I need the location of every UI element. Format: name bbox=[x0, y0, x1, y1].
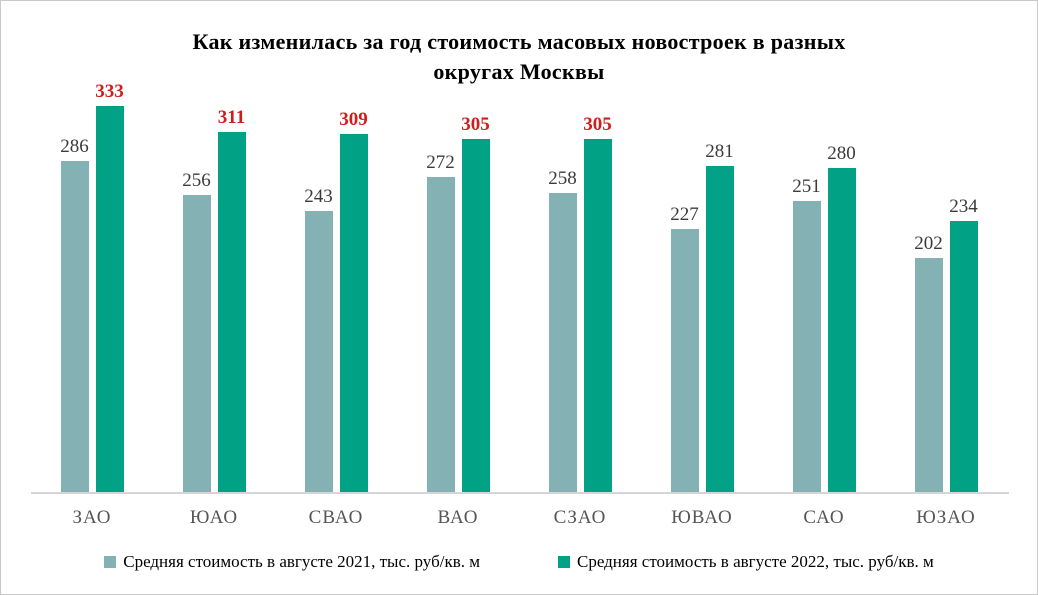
legend-label-2021: Средняя стоимость в августе 2021, тыс. р… bbox=[123, 552, 480, 571]
bar-group-ЮАО: 256 311 bbox=[153, 93, 275, 493]
legend-label-2022: Средняя стоимость в августе 2022, тыс. р… bbox=[577, 552, 934, 571]
bar-2021-САО: 251 bbox=[792, 177, 821, 493]
legend-item-2021: Средняя стоимость в августе 2021, тыс. р… bbox=[104, 552, 480, 572]
bar-group-ВАО: 272 305 bbox=[397, 93, 519, 493]
bar-2022-ЮЗАО: 234 bbox=[949, 197, 978, 493]
bar-value-label: 305 bbox=[583, 114, 612, 135]
bar-2021-ЗАО: 286 bbox=[60, 137, 89, 493]
bar-value-label: 309 bbox=[339, 109, 368, 130]
bar-2021-ЮВАО: 227 bbox=[670, 205, 699, 493]
x-axis-label-СВАО: СВАО bbox=[308, 507, 364, 528]
plot-area: 286 333 256 311 243 309 272 305 258 305 227 281 251 2… bbox=[31, 82, 1007, 493]
x-axis-line bbox=[31, 492, 1009, 494]
legend-item-2022: Средняя стоимость в августе 2022, тыс. р… bbox=[558, 552, 934, 572]
x-axis-label-ЮВАО: ЮВАО bbox=[671, 507, 733, 528]
bar-value-label: 227 bbox=[670, 204, 699, 225]
bar-2022-САО: 280 bbox=[827, 144, 856, 493]
x-axis-label-ВАО: ВАО bbox=[437, 507, 479, 528]
x-axis-labels: ЗАО ЮАО СВАО ВАО СЗАО ЮВАО САО ЮЗАО bbox=[31, 507, 1007, 529]
bar-group-ЮЗАО: 202 234 bbox=[885, 93, 1007, 493]
bar-2022-ЮВАО: 281 bbox=[705, 142, 734, 493]
x-axis-label-САО: САО bbox=[803, 507, 845, 528]
bar-2022-ЗАО: 333 bbox=[95, 82, 124, 493]
bar-2022-ВАО: 305 bbox=[461, 115, 490, 493]
bar-2021-ВАО: 272 bbox=[426, 153, 455, 493]
x-axis-label-ЮЗАО: ЮЗАО bbox=[916, 507, 976, 528]
bar-value-label: 251 bbox=[792, 176, 821, 197]
bar-value-label: 256 bbox=[182, 170, 211, 191]
bar-2022-ЮАО: 311 bbox=[217, 108, 246, 493]
bar-value-label: 305 bbox=[461, 114, 490, 135]
legend-swatch-2022 bbox=[558, 556, 570, 568]
bar-group-СВАО: 243 309 bbox=[275, 93, 397, 493]
bar-group-ЮВАО: 227 281 bbox=[641, 93, 763, 493]
bar-2021-ЮАО: 256 bbox=[182, 171, 211, 493]
bar-value-label: 243 bbox=[304, 186, 333, 207]
bar-value-label: 258 bbox=[548, 168, 577, 189]
bar-value-label: 202 bbox=[914, 233, 943, 254]
bar-2021-СЗАО: 258 bbox=[548, 169, 577, 493]
legend-swatch-2021 bbox=[104, 556, 117, 568]
bar-value-label: 311 bbox=[217, 107, 246, 128]
bar-2022-СЗАО: 305 bbox=[583, 115, 612, 493]
bar-group-ЗАО: 286 333 bbox=[31, 82, 153, 493]
x-axis-label-ЮАО: ЮАО bbox=[189, 507, 239, 528]
bar-group-СЗАО: 258 305 bbox=[519, 93, 641, 493]
x-axis-label-СЗАО: СЗАО bbox=[553, 507, 607, 528]
bar-2022-СВАО: 309 bbox=[339, 110, 368, 493]
chart-title-line2: округах Москвы bbox=[433, 59, 605, 84]
bar-value-label: 272 bbox=[426, 152, 455, 173]
chart-title: Как изменилась за год стоимость масовых … bbox=[1, 27, 1037, 87]
legend: Средняя стоимость в августе 2021, тыс. р… bbox=[1, 552, 1037, 572]
bar-value-label: 234 bbox=[949, 196, 978, 217]
bar-2021-ЮЗАО: 202 bbox=[914, 234, 943, 493]
bar-value-label: 333 bbox=[95, 81, 124, 102]
bar-value-label: 286 bbox=[60, 136, 89, 157]
bar-value-label: 281 bbox=[705, 141, 734, 162]
bar-2021-СВАО: 243 bbox=[304, 187, 333, 493]
chart-title-line1: Как изменилась за год стоимость масовых … bbox=[192, 29, 846, 54]
x-axis-label-ЗАО: ЗАО bbox=[72, 507, 112, 528]
bar-group-САО: 251 280 bbox=[763, 93, 885, 493]
bar-value-label: 280 bbox=[827, 143, 856, 164]
